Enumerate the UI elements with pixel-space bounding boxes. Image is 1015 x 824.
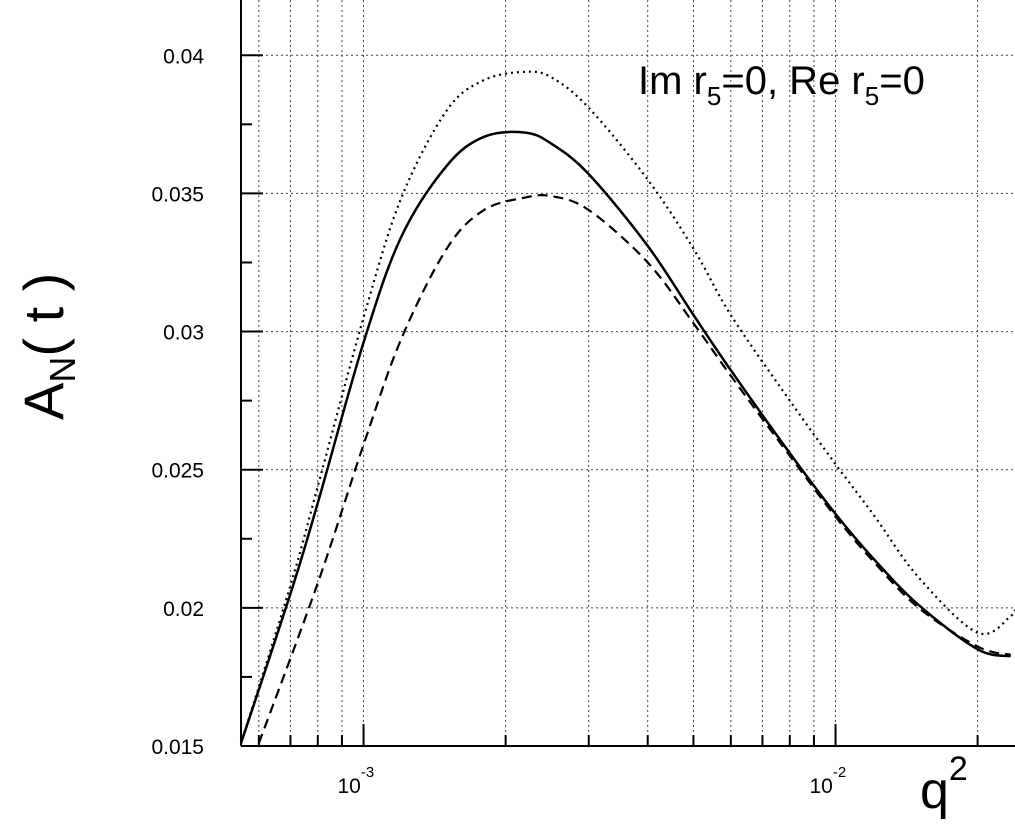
- x-axis-title: q2: [920, 750, 968, 820]
- y-axis-title: AN( t ): [12, 273, 83, 420]
- y-tick-label: 0.02: [163, 598, 204, 621]
- x-tick-label: 10-3: [338, 764, 375, 798]
- series-line-dashed: [257, 193, 1011, 744]
- chart-annotation: Im r5=0, Re r5=0: [638, 59, 925, 111]
- plot-frame: [240, 0, 1015, 747]
- grid: [241, 0, 1015, 747]
- y-tick-label: 0.03: [163, 322, 204, 345]
- y-tick-label: 0.025: [151, 460, 204, 483]
- x-tick-labels: 10-3 10-2: [338, 764, 847, 798]
- x-tick-label: 10-2: [810, 764, 847, 798]
- series-line-dotted: [239, 70, 1015, 744]
- series-line-solid: [239, 130, 1011, 744]
- y-tick-label: 0.04: [163, 45, 204, 68]
- y-tick-label: 0.015: [151, 736, 204, 759]
- y-tick-label: 0.035: [151, 183, 204, 206]
- y-tick-labels: 0.015 0.02 0.025 0.03 0.035 0.04: [151, 45, 204, 759]
- series-layer: [239, 70, 1015, 744]
